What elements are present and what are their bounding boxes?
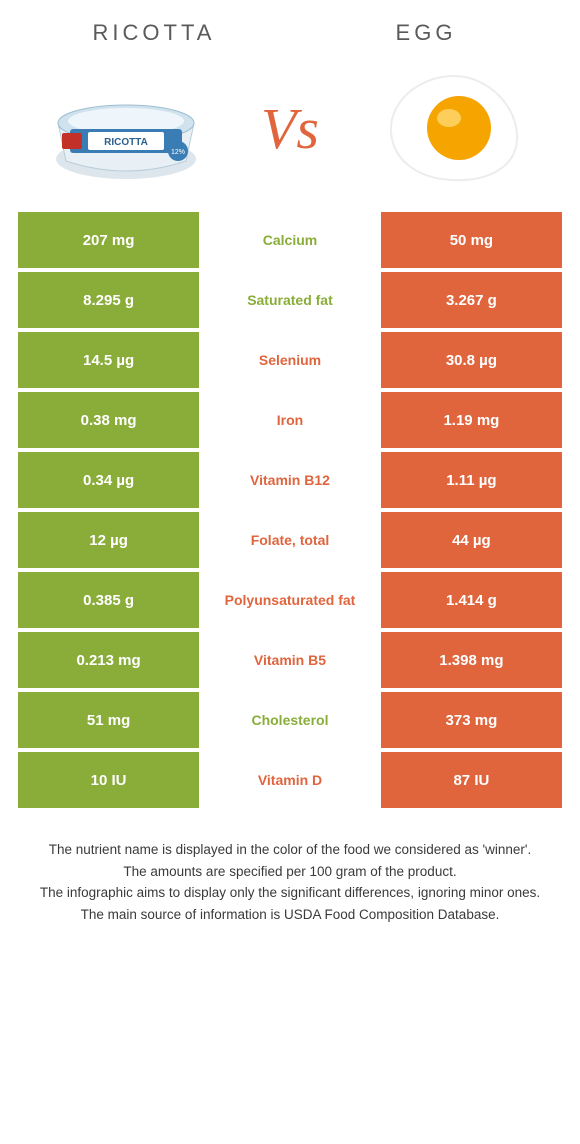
right-value: 87 IU	[381, 752, 562, 808]
left-food-title: RICOTTA	[18, 20, 290, 46]
table-row: 207 mgCalcium50 mg	[18, 212, 562, 268]
nutrient-name: Saturated fat	[199, 272, 381, 328]
egg-image	[374, 68, 534, 188]
titles-row: RICOTTA EGG	[18, 20, 562, 46]
left-value: 10 IU	[18, 752, 199, 808]
left-value: 207 mg	[18, 212, 199, 268]
table-row: 0.385 gPolyunsaturated fat1.414 g	[18, 572, 562, 628]
right-food-title: EGG	[290, 20, 562, 46]
right-value: 1.19 mg	[381, 392, 562, 448]
left-value: 0.385 g	[18, 572, 199, 628]
images-row: RICOTTA 12% vs	[18, 64, 562, 212]
right-value: 373 mg	[381, 692, 562, 748]
footnote-line: The main source of information is USDA F…	[26, 905, 554, 925]
right-value: 44 µg	[381, 512, 562, 568]
table-row: 0.34 µgVitamin B121.11 µg	[18, 452, 562, 508]
ricotta-icon: RICOTTA 12%	[46, 73, 206, 183]
nutrient-name: Iron	[199, 392, 381, 448]
footnote-line: The amounts are specified per 100 gram o…	[26, 862, 554, 882]
table-row: 51 mgCholesterol373 mg	[18, 692, 562, 748]
nutrient-name: Polyunsaturated fat	[199, 572, 381, 628]
nutrient-name: Folate, total	[199, 512, 381, 568]
left-value: 0.213 mg	[18, 632, 199, 688]
left-value: 0.34 µg	[18, 452, 199, 508]
left-value: 51 mg	[18, 692, 199, 748]
nutrient-name: Cholesterol	[199, 692, 381, 748]
ricotta-image: RICOTTA 12%	[46, 68, 206, 188]
nutrient-name: Calcium	[199, 212, 381, 268]
table-row: 8.295 gSaturated fat3.267 g	[18, 272, 562, 328]
footnote-line: The infographic aims to display only the…	[26, 883, 554, 903]
table-row: 14.5 µgSelenium30.8 µg	[18, 332, 562, 388]
table-row: 12 µgFolate, total44 µg	[18, 512, 562, 568]
right-value: 3.267 g	[381, 272, 562, 328]
table-row: 0.213 mgVitamin B51.398 mg	[18, 632, 562, 688]
left-value: 0.38 mg	[18, 392, 199, 448]
vs-label: vs	[261, 95, 319, 162]
right-value: 50 mg	[381, 212, 562, 268]
table-row: 0.38 mgIron1.19 mg	[18, 392, 562, 448]
nutrition-table: 207 mgCalcium50 mg8.295 gSaturated fat3.…	[18, 212, 562, 808]
left-value: 8.295 g	[18, 272, 199, 328]
svg-text:12%: 12%	[171, 149, 185, 156]
left-value: 14.5 µg	[18, 332, 199, 388]
nutrient-name: Selenium	[199, 332, 381, 388]
egg-icon	[379, 68, 529, 188]
right-value: 1.11 µg	[381, 452, 562, 508]
right-value: 1.414 g	[381, 572, 562, 628]
table-row: 10 IUVitamin D87 IU	[18, 752, 562, 808]
nutrient-name: Vitamin D	[199, 752, 381, 808]
footnote-line: The nutrient name is displayed in the co…	[26, 840, 554, 860]
right-value: 30.8 µg	[381, 332, 562, 388]
nutrient-name: Vitamin B12	[199, 452, 381, 508]
infographic-root: RICOTTA EGG RICOTTA 12% vs	[0, 0, 580, 956]
svg-text:RICOTTA: RICOTTA	[104, 137, 148, 148]
right-value: 1.398 mg	[381, 632, 562, 688]
left-value: 12 µg	[18, 512, 199, 568]
footnotes: The nutrient name is displayed in the co…	[18, 840, 562, 924]
nutrient-name: Vitamin B5	[199, 632, 381, 688]
